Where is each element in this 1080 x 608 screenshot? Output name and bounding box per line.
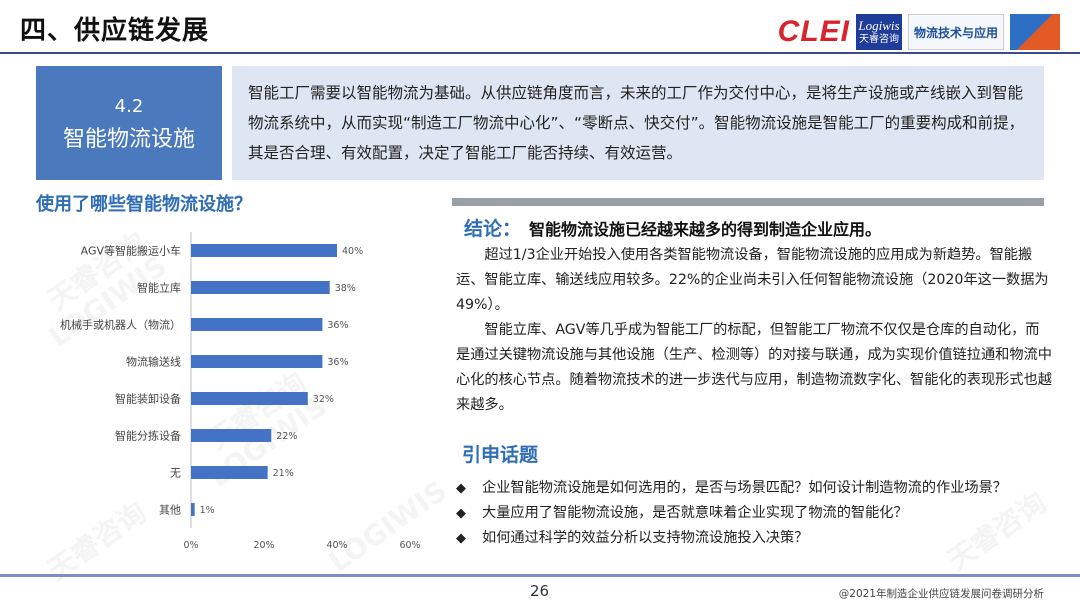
value-label: 1% [200, 505, 215, 516]
diamond-bullet-icon: ◆ [456, 481, 466, 496]
wlj-logo: 物流技术与应用 [908, 14, 1004, 50]
diamond-bullet-icon: ◆ [456, 506, 466, 521]
value-label: 22% [276, 431, 297, 442]
category-label: 物流输送线 [126, 355, 181, 369]
bar [191, 281, 330, 294]
bar [191, 318, 323, 331]
logiwis-logo: Logiwis 天睿咨询 [856, 14, 902, 50]
category-label: 其他 [159, 504, 181, 517]
chart-title: 使用了哪些智能物流设施？ [36, 194, 252, 215]
tick-label: 40% [326, 540, 347, 551]
topics-list: ◆ 企业智能物流设施是如何选用的，是否与场景匹配？如何设计制造物流的作业场景？ ◆… [456, 476, 1066, 551]
bar-chart: AGV等智能搬运小车 40% 智能立库 38% 机械手或机器人（物流） 36% 物流输送线 3… [60, 232, 421, 551]
diamond-bullet-icon: ◆ [456, 531, 466, 546]
body-paragraph: 智能立库、AGV等几乎成为智能工厂的标配，但智能工厂物流不仅仅是仓库的自动化，而… [456, 322, 1052, 413]
list-item: ◆ 如何通过科学的效益分析以支持物流设施投入决策？ [456, 526, 1066, 551]
footer-divider [0, 574, 1080, 577]
page-number: 26 [530, 582, 550, 600]
list-item: ◆ 企业智能物流设施是如何选用的，是否与场景匹配？如何设计制造物流的作业场景？ [456, 476, 1066, 501]
category-label: 智能立库 [137, 281, 181, 295]
tick-label: 60% [399, 540, 420, 551]
conclusion-text: 智能物流设施已经越来越多的得到制造企业应用。 [529, 220, 882, 239]
section-badge: 4.2 智能物流设施 [36, 66, 222, 180]
body-paragraph: 超过1/3企业开始投入使用各类智能物流设备，智能物流设施的应用成为新趋势。智能搬… [456, 247, 1049, 313]
header-divider [0, 52, 1080, 54]
ad-logo-icon [1010, 14, 1060, 50]
value-label: 38% [335, 283, 356, 294]
topics-title: 引申话题 [462, 444, 539, 466]
section-number: 4.2 [114, 96, 144, 117]
category-label: 无 [170, 467, 181, 480]
conclusion-tag: 结论： [464, 218, 522, 240]
value-label: 21% [273, 468, 294, 479]
section-name: 智能物流设施 [62, 127, 195, 152]
bar [191, 244, 337, 257]
body-text: 超过1/3企业开始投入使用各类智能物流设备，智能物流设施的应用成为新趋势。智能搬… [456, 243, 1052, 418]
clei-logo: CLEI [777, 15, 850, 48]
intro-text: 智能工厂需要以智能物流为基础。从供应链角度而言，未来的工厂作为交付中心，是将生产… [232, 66, 1044, 180]
bar [191, 466, 268, 479]
page-title: 四、供应链发展 [20, 16, 210, 46]
bar [191, 392, 308, 405]
divider-bar [452, 198, 1044, 206]
category-label: 智能装卸设备 [115, 392, 181, 406]
bar [191, 503, 195, 516]
value-label: 40% [342, 246, 363, 257]
list-item: ◆ 大量应用了智能物流设施，是否就意味着企业实现了物流的智能化？ [456, 501, 1066, 526]
tick-label: 0% [183, 540, 198, 551]
value-label: 32% [313, 394, 334, 405]
copyright: @2021年制造企业供应链发展问卷调研分析 [838, 588, 1044, 600]
bar [191, 355, 323, 368]
category-label: 机械手或机器人（物流） [60, 318, 181, 332]
tick-label: 20% [253, 540, 274, 551]
conclusion: 结论： 智能物流设施已经越来越多的得到制造企业应用。 [464, 214, 881, 241]
value-label: 36% [327, 320, 348, 331]
category-label: AGV等智能搬运小车 [81, 244, 181, 258]
logo-group: CLEI Logiwis 天睿咨询 物流技术与应用 [778, 14, 1060, 50]
category-label: 智能分拣设备 [115, 429, 181, 443]
value-label: 36% [327, 357, 348, 368]
bar [191, 429, 272, 442]
